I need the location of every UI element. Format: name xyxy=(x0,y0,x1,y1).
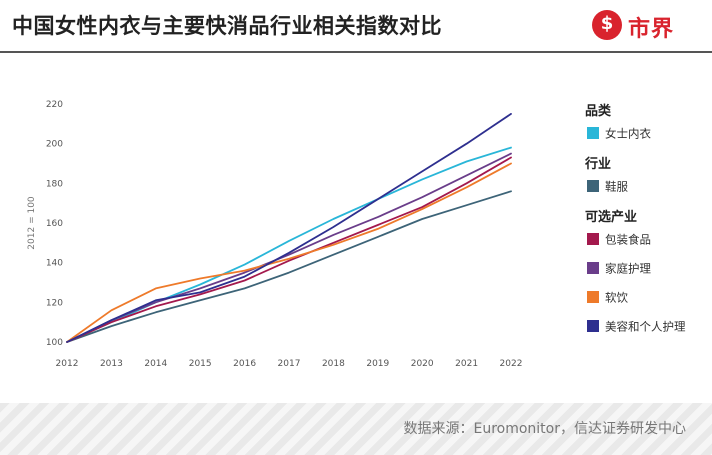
y-tick-label: 120 xyxy=(46,298,63,308)
x-tick-label: 2022 xyxy=(500,359,523,369)
chart-axes: 100 120 140 160 180 200 220 2012 2013 2014 2015 201… xyxy=(27,100,522,369)
chart-lines xyxy=(66,113,512,343)
y-tick-label: 160 xyxy=(46,219,63,229)
legend-swatch xyxy=(587,262,599,274)
x-tick-label: 2015 xyxy=(189,359,212,369)
legend-swatch xyxy=(587,180,599,192)
legend-label: 包装食品 xyxy=(605,233,651,247)
legend-label: 软饮 xyxy=(605,291,628,305)
legend-label: 美容和个人护理 xyxy=(605,320,686,334)
y-tick-label: 180 xyxy=(46,179,63,189)
footer: 数据来源：Euromonitor，信达证券研发中心 xyxy=(0,403,712,455)
header-divider xyxy=(0,51,712,53)
series-line xyxy=(66,156,512,343)
y-tick-label: 220 xyxy=(46,100,63,110)
legend-heading: 可选产业 xyxy=(585,209,637,225)
x-tick-label: 2017 xyxy=(278,359,301,369)
legend-heading: 品类 xyxy=(585,103,612,119)
series-line xyxy=(66,146,512,343)
series-line xyxy=(66,190,512,343)
y-tick-label: 140 xyxy=(46,259,63,269)
x-tick-label: 2019 xyxy=(366,359,389,369)
brand-logo: $ 市界 xyxy=(592,9,702,43)
legend-heading: 行业 xyxy=(584,156,611,172)
x-tick-label: 2012 xyxy=(56,359,79,369)
x-tick-label: 2013 xyxy=(100,359,123,369)
series-line xyxy=(66,152,512,343)
legend-swatch xyxy=(587,291,599,303)
logo-text: 市界 xyxy=(628,17,675,42)
legend-swatch xyxy=(587,320,599,332)
x-tick-label: 2018 xyxy=(322,359,345,369)
page-title: 中国女性内衣与主要快消品行业相关指数对比 xyxy=(12,14,442,38)
source-note: 数据来源：Euromonitor，信达证券研发中心 xyxy=(403,421,686,437)
y-tick-label: 100 xyxy=(46,338,63,348)
logo-glyph: $ xyxy=(600,13,614,34)
legend-label: 鞋服 xyxy=(605,180,628,194)
x-tick-label: 2020 xyxy=(411,359,434,369)
y-tick-label: 200 xyxy=(46,140,63,150)
y-axis-label: 2012 = 100 xyxy=(27,196,37,250)
series-line xyxy=(66,162,512,343)
x-tick-label: 2021 xyxy=(455,359,478,369)
legend-swatch xyxy=(587,233,599,245)
legend-label: 家庭护理 xyxy=(605,262,651,276)
header: 中国女性内衣与主要快消品行业相关指数对比 $ 市界 xyxy=(0,0,712,50)
x-tick-label: 2016 xyxy=(233,359,256,369)
line-chart: 100 120 140 160 180 200 220 2012 2013 2014 2015 201… xyxy=(27,100,686,369)
series-line xyxy=(66,113,512,343)
logo-icon: $ xyxy=(592,10,622,40)
x-tick-label: 2014 xyxy=(144,359,167,369)
legend-label: 女士内衣 xyxy=(605,127,651,141)
legend-swatch xyxy=(587,127,599,139)
